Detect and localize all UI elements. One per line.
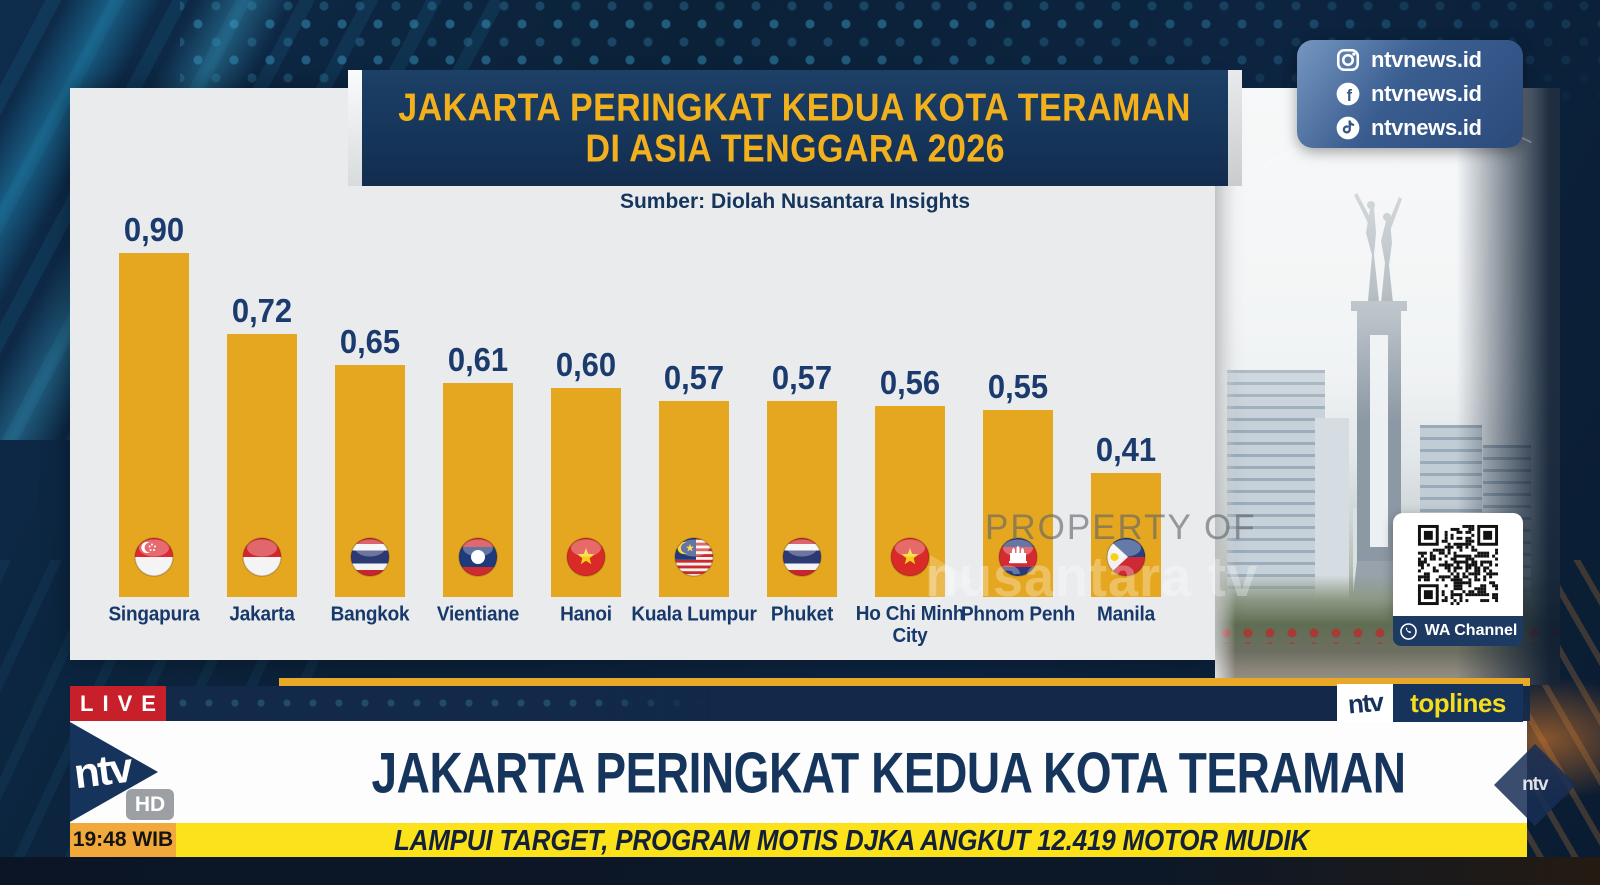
bar-category-label: Singapura <box>108 603 200 626</box>
bar-value-label: 0,55 <box>987 367 1049 406</box>
social-handle: ntvnews.id <box>1371 47 1482 72</box>
time-label: 19:48 WIB <box>72 828 174 851</box>
lower-third-gold-line <box>279 678 1530 686</box>
bar-value-label: 0,57 <box>663 358 725 397</box>
watermark-nusantara-tv: nusantara tv <box>925 545 1259 609</box>
toplines-ntv-label: ntv <box>1346 686 1384 719</box>
bar-value-label: 0,61 <box>447 340 509 379</box>
wa-channel-label: WA Channel <box>1424 622 1518 639</box>
philippines-flag-icon <box>1106 537 1146 577</box>
hd-badge: HD <box>126 789 174 820</box>
social-row: ntvnews.id <box>1335 45 1523 75</box>
bottom-strip <box>0 857 1600 885</box>
whatsapp-icon <box>1399 622 1417 640</box>
bar-value-label: 0,65 <box>339 322 401 361</box>
bar-value-label: 0,57 <box>771 358 833 397</box>
headline-text: JAKARTA PERINGKAT KEDUA KOTA TERAMAN <box>371 739 1406 805</box>
headline-band <box>70 721 1527 823</box>
ticker-band: LAMPUI TARGET, PROGRAM MOTIS DJKA ANGKUT… <box>176 823 1527 857</box>
social-row: f ntvnews.id <box>1335 79 1523 109</box>
bar-category-label: Ho Chi Minh City <box>855 602 965 648</box>
tiktok-icon <box>1335 115 1361 141</box>
thailand-flag-icon <box>782 537 822 577</box>
ntv-corner-label: ntv <box>1522 774 1548 795</box>
vietnam-flag-icon <box>566 537 606 577</box>
qr-code-box <box>1393 513 1523 616</box>
chart-title-banner: JAKARTA PERINGKAT KEDUA KOTA TERAMAN DI … <box>362 70 1228 186</box>
facebook-icon: f <box>1335 81 1361 107</box>
live-label: LIVE <box>80 690 165 716</box>
vietnam-flag-icon <box>890 537 930 577</box>
ticker-text: LAMPUI TARGET, PROGRAM MOTIS DJKA ANGKUT… <box>393 822 1310 856</box>
lower-third-navy-strip-dots <box>70 686 1530 721</box>
bar-value-label: 0,41 <box>1095 430 1157 469</box>
social-media-panel: ntvnews.id f ntvnews.id ntvnews.id <box>1297 40 1523 148</box>
chart-title-line1: JAKARTA PERINGKAT KEDUA KOTA TERAMAN <box>398 85 1192 130</box>
bar-category-label: Manila <box>1097 603 1155 626</box>
social-row: ntvnews.id <box>1335 113 1523 143</box>
banner-accent-left <box>348 70 362 186</box>
toplines-box: toplines <box>1393 684 1523 722</box>
bar-category-label: Phuket <box>770 603 834 626</box>
instagram-icon <box>1335 47 1361 73</box>
social-handle: ntvnews.id <box>1371 115 1482 140</box>
bar-category-label: Jakarta <box>229 603 295 626</box>
watermark-play-icon <box>930 555 974 607</box>
indonesia-flag-icon <box>242 537 282 577</box>
bar-category-label: Phnom Penh <box>960 603 1076 626</box>
wa-channel-band: WA Channel <box>1393 616 1523 646</box>
social-handle: ntvnews.id <box>1371 81 1482 106</box>
bar-value-label: 0,60 <box>555 345 617 384</box>
laos-flag-icon <box>458 537 498 577</box>
time-box: 19:48 WIB <box>70 823 176 857</box>
ntv-logo-wordmark: ntv <box>71 743 134 798</box>
watermark-property-of: PROPERTY OF <box>985 508 1257 547</box>
bar-category-label: Hanoi <box>560 603 612 626</box>
banner-accent-right <box>1228 70 1242 186</box>
cambodia-flag-icon <box>998 537 1038 577</box>
bar-value-label: 0,72 <box>231 291 293 330</box>
chart-source: Sumber: Diolah Nusantara Insights <box>619 190 971 213</box>
bar-value-label: 0,56 <box>879 363 941 402</box>
bar-value-label: 0,90 <box>123 210 185 249</box>
qr-code <box>1417 524 1499 605</box>
headline-text-wrap: JAKARTA PERINGKAT KEDUA KOTA TERAMAN <box>250 721 1527 823</box>
bar-category-label: Kuala Lumpur <box>631 603 757 626</box>
thailand-flag-icon <box>350 537 390 577</box>
live-badge: LIVE <box>70 686 166 721</box>
singapore-flag-icon <box>134 537 174 577</box>
toplines-ntv-box: ntv <box>1337 684 1393 722</box>
bar-manila <box>1091 473 1161 597</box>
bar-category-label: Bangkok <box>330 603 410 626</box>
svg-text:f: f <box>1347 87 1353 105</box>
malaysia-flag-icon <box>674 537 714 577</box>
chart-title-line2: DI ASIA TENGGARA 2026 <box>585 126 1005 171</box>
toplines-label: toplines <box>1410 687 1506 718</box>
bar-category-label: Vientiane <box>436 603 520 626</box>
